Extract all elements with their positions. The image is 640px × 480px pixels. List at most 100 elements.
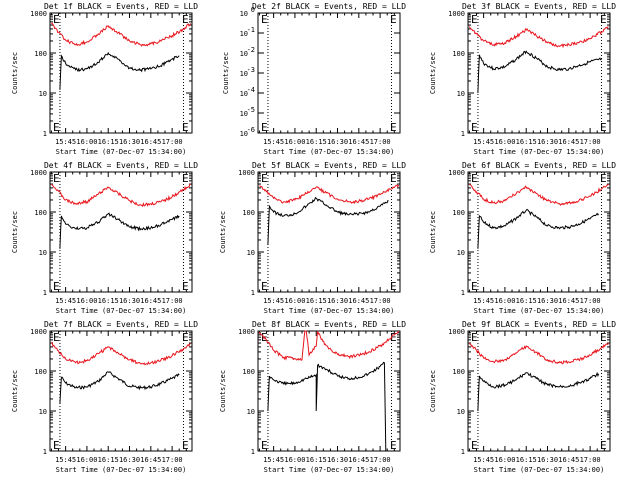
plot-frame [467, 330, 611, 452]
x-tick-label: 15:45 [473, 297, 494, 305]
x-axis-label: Start Time (07-Dec-07 15:34:00) [56, 307, 187, 315]
x-tick-label: 17:00 [370, 138, 391, 146]
panel-det-6: Det 6f BLACK = Events, RED = LLD 1 10 100 10… [429, 161, 616, 315]
eclipse-marker-label-top: E [53, 13, 60, 26]
x-tick-label: 16:30 [537, 138, 558, 146]
eclipse-marker-label-top: E [471, 13, 478, 26]
y-tick-exponent: -2 [247, 46, 255, 54]
x-tick-label: 15:45 [55, 456, 76, 464]
x-tick-label: 16:30 [327, 297, 348, 305]
y-tick-label: 100 [242, 209, 255, 217]
y-tick-label: 1 [43, 289, 47, 297]
y-tick-label: 100 [452, 50, 465, 58]
panel-title: Det 8f BLACK = Events, RED = LLD [252, 320, 406, 329]
series-lld-line [258, 330, 400, 362]
panel-det-9: Det 9f BLACK = Events, RED = LLD 1 10 100 10… [429, 320, 616, 474]
series-events-line [59, 212, 180, 249]
series-events-line [267, 196, 389, 246]
x-tick-label: 16:00 [284, 297, 305, 305]
eclipse-marker-label-top: E [600, 13, 607, 26]
x-tick-label: 16:00 [76, 297, 97, 305]
y-axis-label: Counts/sec [429, 370, 437, 412]
y-tick-label: 1000 [238, 328, 255, 336]
eclipse-marker-label-bottom: E [471, 121, 478, 134]
x-tick-label: 17:00 [580, 297, 601, 305]
x-tick-label: 16:30 [119, 138, 140, 146]
panel-title: Det 3f BLACK = Events, RED = LLD [462, 2, 616, 11]
y-tick-label: 1000 [448, 169, 465, 177]
eclipse-marker-label-bottom: E [53, 280, 60, 293]
eclipse-marker-label-bottom: E [390, 121, 397, 134]
y-axis-label: Counts/sec [219, 211, 227, 253]
eclipse-marker-label-bottom: E [390, 439, 397, 452]
x-axis-label: Start Time (07-Dec-07 15:34:00) [474, 466, 605, 474]
eclipse-marker-label-top: E [53, 331, 60, 344]
x-tick-label: 15:45 [55, 297, 76, 305]
x-tick-label: 16:30 [537, 456, 558, 464]
y-tick-exponent: 0 [251, 6, 255, 14]
eclipse-marker-label-bottom: E [182, 439, 189, 452]
y-tick-label: 100 [452, 368, 465, 376]
x-tick-label: 16:15 [516, 138, 537, 146]
eclipse-marker-label-top: E [261, 13, 268, 26]
panel-title: Det 7f BLACK = Events, RED = LLD [44, 320, 198, 329]
plot-frame [49, 12, 193, 134]
y-tick-label: 10 [457, 90, 465, 98]
panel-det-4: Det 4f BLACK = Events, RED = LLD 1 10 100 10… [11, 161, 198, 315]
x-tick-label: 16:15 [306, 456, 327, 464]
y-axis-label: Counts/sec [429, 52, 437, 94]
series-events-line [59, 51, 180, 90]
y-tick-label: 100 [34, 209, 47, 217]
panel-title: Det 2f BLACK = Events, RED = LLD [252, 2, 406, 11]
x-tick-label: 16:45 [558, 456, 579, 464]
y-tick-label: 1000 [30, 169, 47, 177]
x-tick-label: 16:15 [516, 297, 537, 305]
x-tick-label: 16:00 [76, 456, 97, 464]
x-tick-label: 16:45 [348, 138, 369, 146]
y-axis-label: Counts/sec [219, 370, 227, 412]
y-tick-label: 10 [240, 110, 248, 118]
eclipse-marker-label-bottom: E [600, 439, 607, 452]
x-tick-label: 16:30 [537, 297, 558, 305]
eclipse-marker-label-top: E [390, 13, 397, 26]
y-tick-exponent: -1 [247, 26, 255, 34]
eclipse-marker-label-top: E [182, 331, 189, 344]
y-tick-label: 10 [240, 90, 248, 98]
y-tick-label: 1000 [30, 10, 47, 18]
y-tick-label: 10 [240, 30, 248, 38]
x-tick-label: 15:45 [473, 138, 494, 146]
y-tick-label: 1 [461, 130, 465, 138]
eclipse-marker-label-top: E [53, 172, 60, 185]
x-axis-label: Start Time (07-Dec-07 15:34:00) [264, 466, 395, 474]
x-tick-label: 16:45 [558, 138, 579, 146]
y-tick-label: 1000 [448, 10, 465, 18]
eclipse-marker-label-bottom: E [261, 280, 268, 293]
panel-det-8: Det 8f BLACK = Events, RED = LLD 1 10 100 10… [219, 320, 406, 474]
y-tick-label: 10 [39, 249, 47, 257]
y-tick-label: 1000 [238, 169, 255, 177]
eclipse-marker-label-bottom: E [182, 280, 189, 293]
eclipse-marker-label-top: E [182, 172, 189, 185]
y-tick-label: 10 [39, 90, 47, 98]
y-tick-label: 10 [240, 50, 248, 58]
plot-frame [467, 12, 611, 134]
x-tick-label: 16:45 [140, 297, 161, 305]
eclipse-marker-label-bottom: E [182, 121, 189, 134]
x-tick-label: 16:00 [494, 138, 515, 146]
x-axis-label: Start Time (07-Dec-07 15:34:00) [264, 307, 395, 315]
y-tick-label: 1 [43, 130, 47, 138]
eclipse-marker-label-bottom: E [471, 439, 478, 452]
x-tick-label: 16:30 [327, 138, 348, 146]
x-tick-label: 16:15 [98, 456, 119, 464]
eclipse-marker-label-top: E [600, 172, 607, 185]
panel-title: Det 6f BLACK = Events, RED = LLD [462, 161, 616, 170]
plot-frame [467, 171, 611, 293]
x-tick-label: 17:00 [370, 456, 391, 464]
eclipse-marker-label-top: E [182, 13, 189, 26]
x-tick-label: 17:00 [162, 297, 183, 305]
series-events-line [267, 361, 387, 452]
plot-frame [49, 330, 193, 452]
x-tick-label: 16:00 [494, 456, 515, 464]
eclipse-marker-label-bottom: E [53, 121, 60, 134]
x-tick-label: 16:30 [327, 456, 348, 464]
